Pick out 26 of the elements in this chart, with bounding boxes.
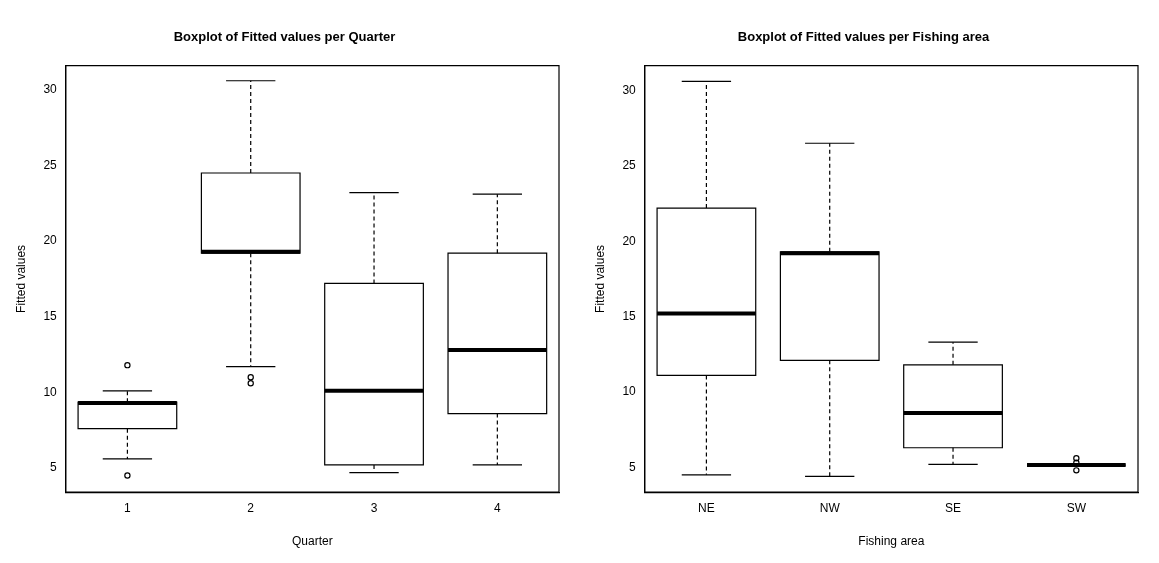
y-axis-title: Fitted values bbox=[13, 244, 28, 313]
chart-title: Boxplot of Fitted values per Fishing area bbox=[737, 29, 990, 45]
chart-title: Boxplot of Fitted values per Quarter bbox=[173, 29, 396, 45]
x-tick-label: 1 bbox=[124, 500, 132, 515]
x-tick-label: NE bbox=[698, 500, 715, 515]
x-axis-title: Fishing area bbox=[858, 534, 925, 549]
y-tick-label: 20 bbox=[622, 233, 637, 248]
y-tick-label: 5 bbox=[629, 459, 637, 474]
y-tick-label: 20 bbox=[43, 233, 58, 248]
y-tick-label: 25 bbox=[622, 158, 637, 173]
x-tick-label: 3 bbox=[370, 500, 378, 515]
y-tick-label: 10 bbox=[622, 384, 637, 399]
y-tick-label: 30 bbox=[43, 82, 58, 97]
y-tick-label: 25 bbox=[43, 157, 58, 172]
y-tick-label: 15 bbox=[43, 309, 58, 324]
y-tick-label: 15 bbox=[622, 308, 637, 323]
y-tick-label: 30 bbox=[622, 82, 637, 97]
y-axis-title: Fitted values bbox=[592, 244, 607, 313]
x-axis-title: Quarter bbox=[292, 534, 333, 549]
x-tick-label: 2 bbox=[247, 500, 255, 515]
x-tick-label: NW bbox=[819, 500, 841, 515]
y-tick-label: 10 bbox=[43, 384, 58, 399]
x-tick-label: SE bbox=[945, 500, 962, 515]
y-tick-label: 5 bbox=[50, 460, 58, 475]
x-tick-label: SW bbox=[1066, 500, 1087, 515]
x-tick-label: 4 bbox=[494, 500, 501, 515]
